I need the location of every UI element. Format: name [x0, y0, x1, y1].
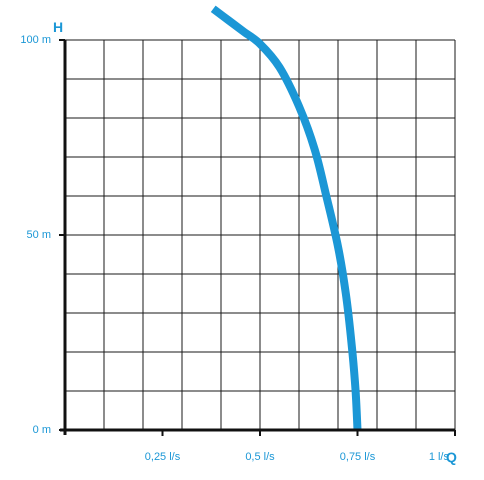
series-line-0: [210, 5, 362, 431]
x-tick-label: 1 l/s: [429, 451, 450, 463]
x-tick-label: 0,5 l/s: [245, 451, 275, 463]
labels-layer: H Q 0 m 50 m 100 m 0,25 l/s 0,5 l/s 0,75 l/s 1…: [20, 19, 457, 465]
grid-layer: [65, 39, 456, 430]
x-tick-label: 0,75 l/s: [340, 451, 376, 463]
y-tick-label: 50 m: [27, 229, 51, 241]
axes-layer: [59, 39, 456, 436]
series-layer: [210, 5, 362, 431]
y-tick-label: 0 m: [33, 424, 51, 436]
x-tick-label: 0,25 l/s: [145, 451, 181, 463]
y-tick-label: 100 m: [20, 34, 51, 46]
y-axis-title: H: [53, 19, 63, 35]
x-axis-title: Q: [446, 449, 457, 465]
